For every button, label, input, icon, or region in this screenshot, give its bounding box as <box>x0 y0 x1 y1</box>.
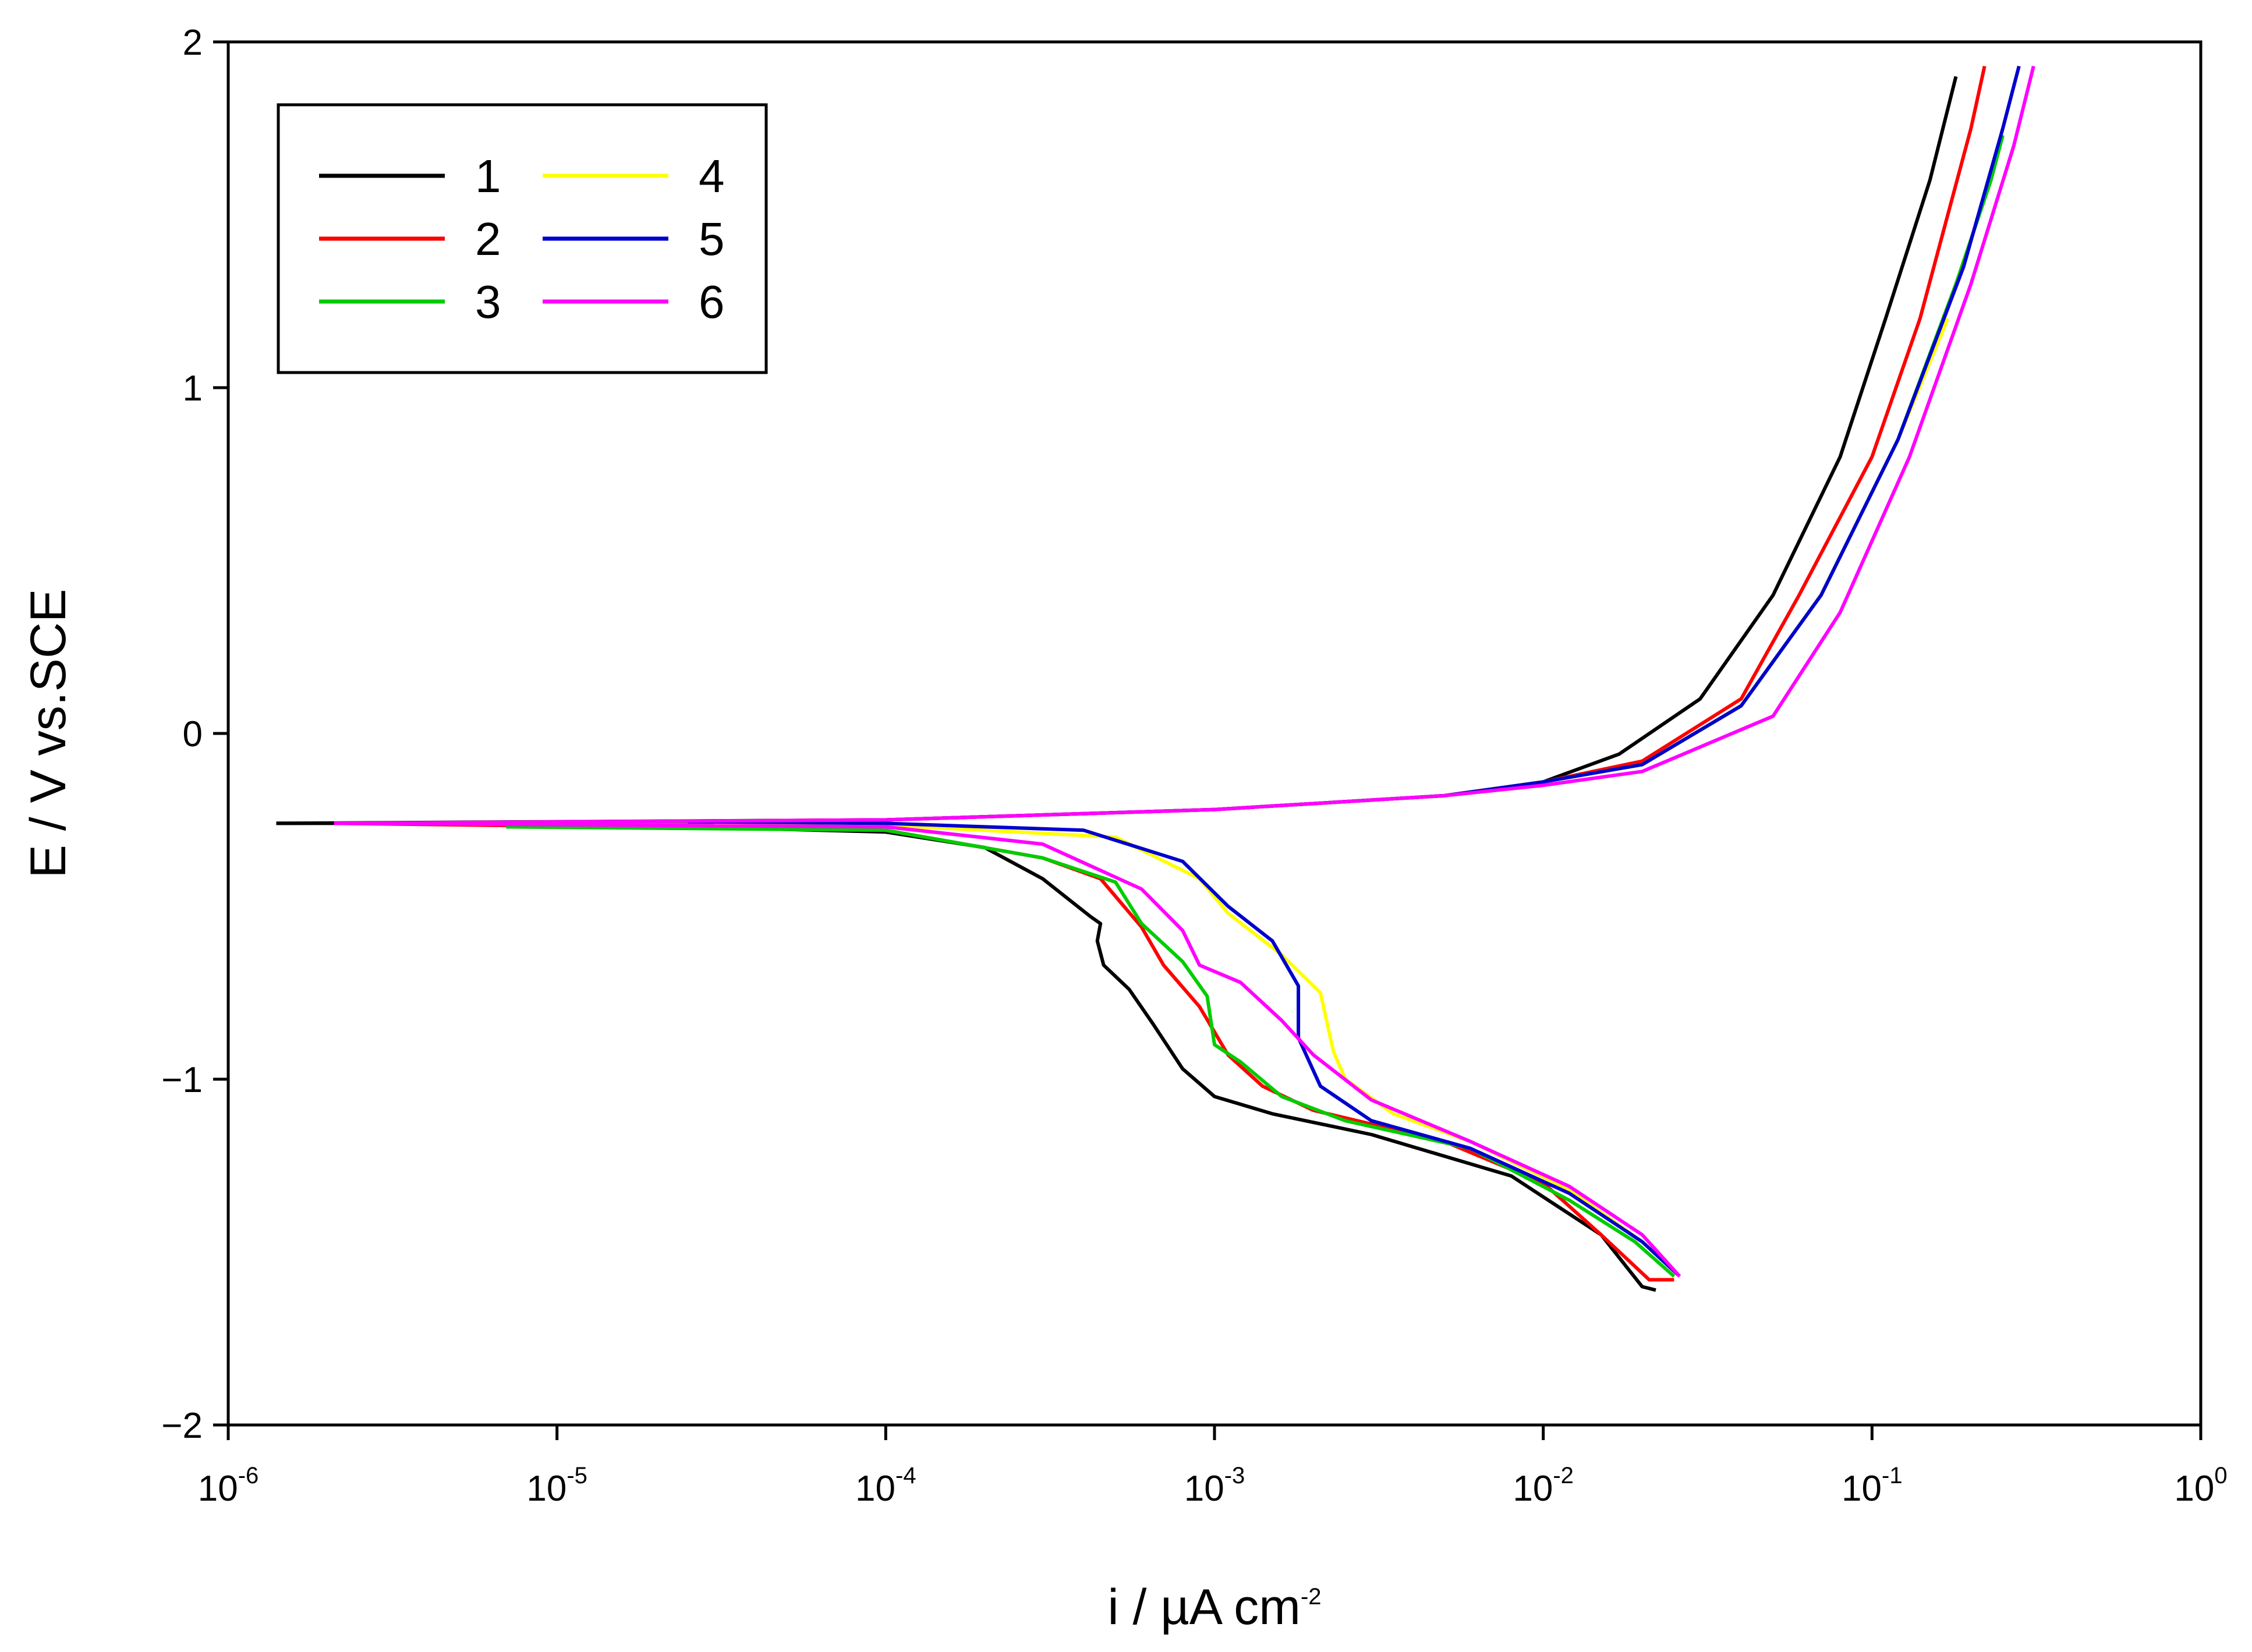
legend-label-2: 2 <box>475 213 501 265</box>
y-tick-label: 0 <box>183 714 203 754</box>
x-tick-label: 10-2 <box>1513 1463 1574 1509</box>
x-tick-label: 10-6 <box>198 1463 259 1509</box>
legend: 1 2 3 4 5 6 <box>277 103 768 374</box>
series-6-cathodic-line <box>334 821 1681 1278</box>
x-tick-base: 10 <box>2174 1469 2214 1509</box>
series-3-cathodic-line <box>506 825 1676 1278</box>
x-tick-base: 10 <box>1184 1469 1224 1509</box>
x-axis-label-main: i / µA cm <box>1107 1579 1301 1635</box>
y-axis-label: E / V vs.SCE <box>20 589 76 878</box>
x-axis-label: i / µA cm-2 <box>1107 1579 1321 1635</box>
x-tick-label: 100 <box>2174 1463 2227 1509</box>
y-tick-label: −2 <box>161 1406 203 1446</box>
x-tick-exponent: 0 <box>2214 1463 2227 1488</box>
x-tick-exponent: -3 <box>1224 1463 1245 1488</box>
legend-label-3: 3 <box>475 276 501 328</box>
x-tick-label: 10-3 <box>1184 1463 1245 1509</box>
series-layer <box>276 65 2035 1292</box>
series-6 <box>334 65 2035 1278</box>
x-tick-exponent: -4 <box>895 1463 916 1488</box>
legend-label-6: 6 <box>699 276 725 328</box>
legend-label-4: 4 <box>699 150 725 202</box>
x-tick-label: 10-5 <box>526 1463 587 1509</box>
y-axis-ticks: 2 1 0 −1 −2 <box>161 23 228 1446</box>
x-tick-label: 10-1 <box>1842 1463 1903 1509</box>
x-tick-exponent: -2 <box>1553 1463 1574 1488</box>
series-5-cathodic-line <box>688 820 1681 1278</box>
x-tick-exponent: -6 <box>238 1463 259 1488</box>
series-6-anodic-line <box>334 65 2035 825</box>
x-tick-base: 10 <box>855 1469 895 1509</box>
x-tick-base: 10 <box>1513 1469 1553 1509</box>
x-tick-base: 10 <box>526 1469 566 1509</box>
y-tick-label: 1 <box>183 368 203 409</box>
x-axis-label-superscript: -2 <box>1301 1584 1322 1610</box>
y-tick-label: −1 <box>161 1060 203 1100</box>
x-tick-exponent: -1 <box>1882 1463 1903 1488</box>
x-tick-label: 10-4 <box>855 1463 916 1509</box>
x-tick-base: 10 <box>198 1469 238 1509</box>
y-tick-label: 2 <box>183 23 203 63</box>
legend-label-1: 1 <box>475 150 501 202</box>
legend-label-5: 5 <box>699 213 725 265</box>
x-tick-base: 10 <box>1842 1469 1882 1509</box>
x-axis-ticks: 10-6 10-5 10-4 10-3 10-2 10-1 100 <box>198 1425 2228 1509</box>
x-tick-exponent: -5 <box>566 1463 587 1488</box>
